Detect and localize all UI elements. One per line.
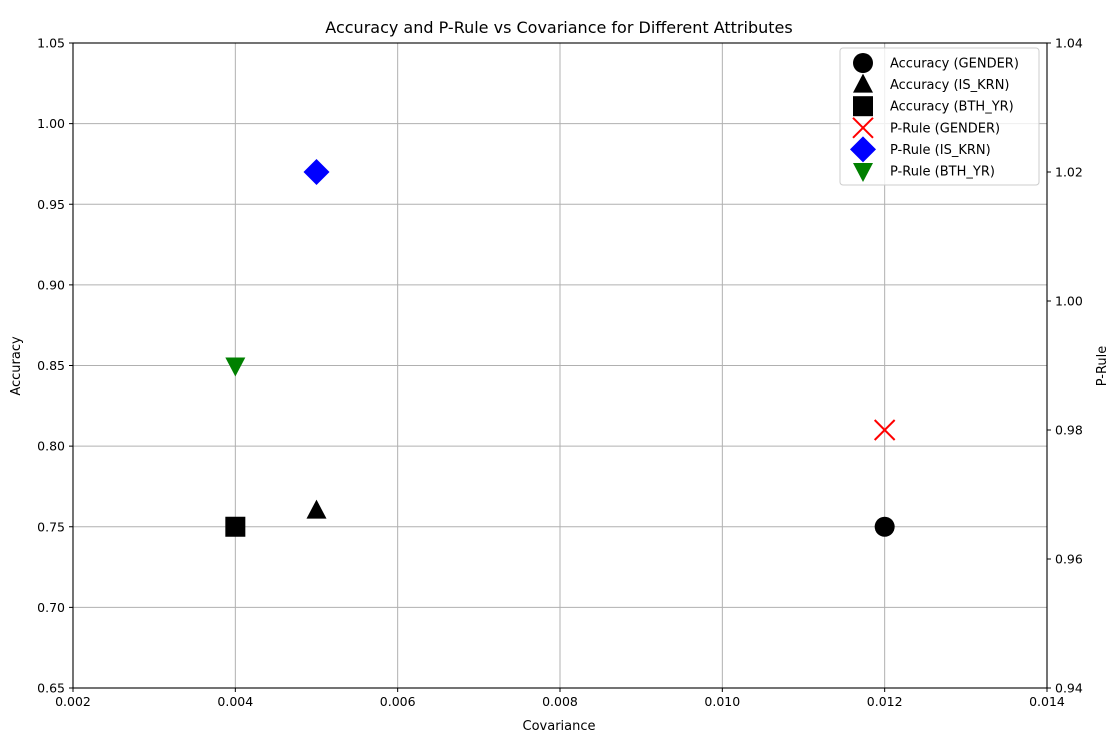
y2-tick-label: 1.00: [1055, 294, 1083, 309]
legend-marker-accuracy-gender: [853, 53, 873, 73]
y-tick-label: 0.75: [37, 519, 65, 534]
y2-tick-label: 1.02: [1055, 165, 1083, 180]
legend-label: P-Rule (IS_KRN): [890, 143, 991, 158]
y-tick-label: 0.70: [37, 600, 65, 615]
y2-tick-label: 0.98: [1055, 423, 1083, 438]
data-points: [225, 159, 896, 537]
legend-label: Accuracy (GENDER): [890, 57, 1019, 72]
legend-marker-accuracy-is-krn: [853, 73, 873, 93]
point-accuracy-gender: [874, 516, 895, 537]
point-p-rule-gender: [873, 419, 896, 441]
y-tick-label: 0.90: [37, 277, 65, 292]
x-tick-label: 0.002: [55, 694, 91, 709]
y-tick-label: 0.95: [37, 197, 65, 212]
x-tick-label: 0.006: [380, 694, 416, 709]
x-tick-label: 0.008: [542, 694, 578, 709]
legend-marker-accuracy-bth-yr: [853, 96, 873, 117]
x-tick-label: 0.014: [1029, 694, 1065, 709]
y-tick-label: 0.80: [37, 439, 65, 454]
x-tick-label: 0.004: [217, 694, 253, 709]
legend-box: [839, 47, 1040, 186]
legend-label: Accuracy (BTH_YR): [890, 100, 1014, 115]
legend-marker-p-rule-is-krn: [850, 136, 876, 163]
y2-tick-label: 1.04: [1055, 36, 1083, 51]
y2-axis-label: P-Rule: [1095, 346, 1110, 387]
y-tick-label: 0.85: [37, 358, 65, 373]
ticks: 0.002 0.004 0.006 0.008 0.010 0.012 0.014 0.65 0…: [37, 36, 1083, 710]
legend: Accuracy (GENDER) Accuracy (IS_KRN) Accura…: [839, 47, 1040, 186]
legend-label: Accuracy (IS_KRN): [890, 78, 1010, 93]
y-tick-label: 0.65: [37, 681, 65, 696]
x-axis-label: Covariance: [523, 719, 596, 734]
x-tick-label: 0.010: [704, 694, 740, 709]
y-tick-label: 1.05: [37, 36, 65, 51]
point-accuracy-bth-yr: [225, 516, 246, 537]
x-stroke: [852, 117, 874, 139]
y2-tick-label: 0.96: [1055, 552, 1083, 567]
legend-label: P-Rule (BTH_YR): [890, 165, 995, 180]
legend-label: P-Rule (GENDER): [890, 121, 1000, 136]
point-accuracy-is-krn: [306, 499, 327, 519]
y2-tick-label: 0.94: [1055, 681, 1083, 696]
y-tick-label: 1.00: [37, 116, 65, 131]
chart-title: Accuracy and P-Rule vs Covariance for Di…: [325, 18, 792, 37]
legend-marker-p-rule-gender: [852, 117, 874, 139]
point-p-rule-bth-yr: [225, 357, 246, 377]
x-stroke: [873, 419, 896, 441]
point-p-rule-is-krn: [303, 159, 330, 185]
y-axis-label: Accuracy: [9, 336, 24, 396]
legend-marker-p-rule-bth-yr: [853, 163, 873, 182]
x-tick-label: 0.012: [867, 694, 903, 709]
